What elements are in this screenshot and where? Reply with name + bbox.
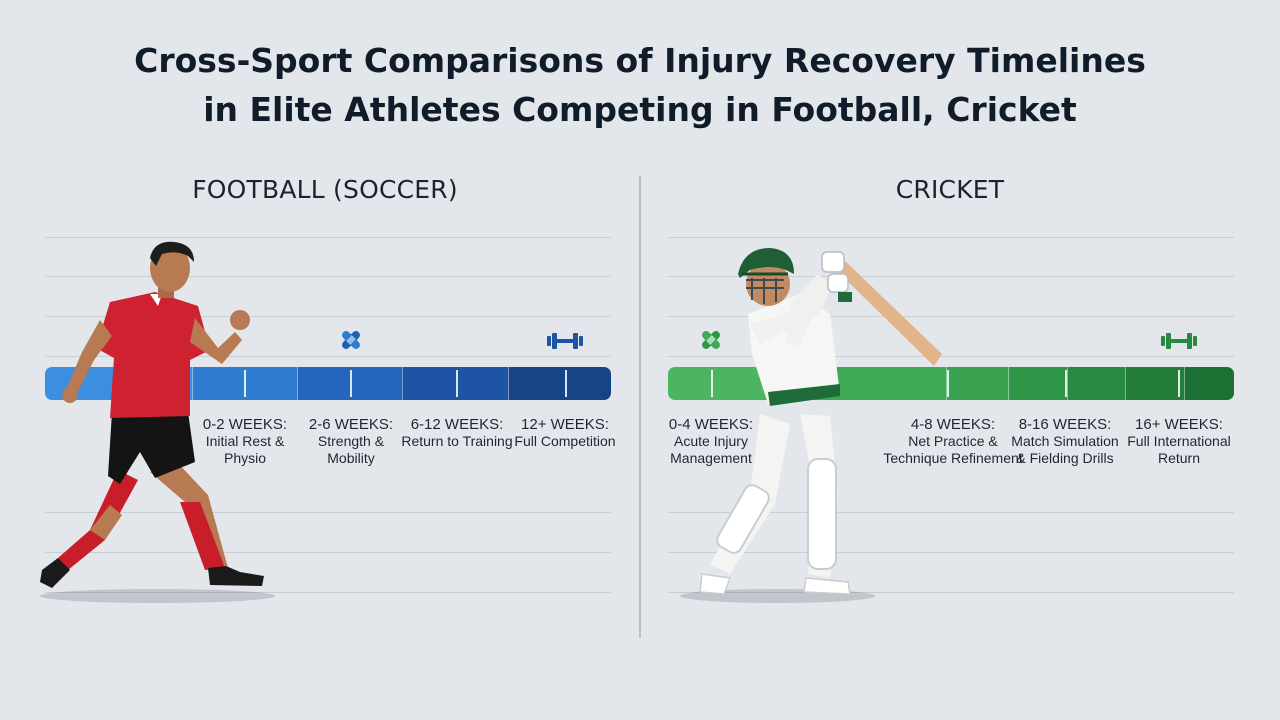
football-stage-1-label: 0-2 WEEKS: Initial Rest & Physio [202,416,288,466]
football-tick-1 [244,370,246,397]
dumbbell-icon [1159,331,1199,351]
cricket-heading: CRICKET [895,175,1005,204]
cricket-stage-3-label: 8-16 WEEKS: Match Simulation & Fielding … [1011,416,1119,466]
cricket-tick-2 [947,370,949,397]
bandage-icon [698,327,724,353]
football-stage-3-label: 6-12 WEEKS: Return to Training [401,416,513,449]
cricket-tick-4 [1178,370,1180,397]
panel-divider [639,176,641,638]
football-player-shadow [40,589,275,603]
title-line-1: Cross-Sport Comparisons of Injury Recove… [134,41,1146,80]
football-heading: FOOTBALL (SOCCER) [192,175,458,204]
dumbbell-icon [545,331,585,351]
cricket-stage-1-label: 0-4 WEEKS: Acute Injury Management [668,416,754,466]
cricket-stage-4-label: 16+ WEEKS: Full International Return [1127,416,1231,466]
football-player-illustration [30,240,280,600]
football-tick-4 [565,370,567,397]
cricket-tick-1 [711,370,713,397]
football-stage-2-label: 2-6 WEEKS: Strength & Mobility [308,416,394,466]
football-tick-2 [350,370,352,397]
cricket-player-illustration [690,244,950,599]
page-title: Cross-Sport Comparisons of Injury Recove… [0,36,1280,134]
cricket-tick-3 [1065,370,1067,397]
bandage-icon [338,327,364,353]
football-stage-4-label: 12+ WEEKS: Full Competition [514,416,616,449]
football-tick-3 [456,370,458,397]
title-line-2: in Elite Athletes Competing in Football,… [203,90,1077,129]
cricket-stage-2-label: 4-8 WEEKS: Net Practice & Technique Refi… [883,416,1023,466]
